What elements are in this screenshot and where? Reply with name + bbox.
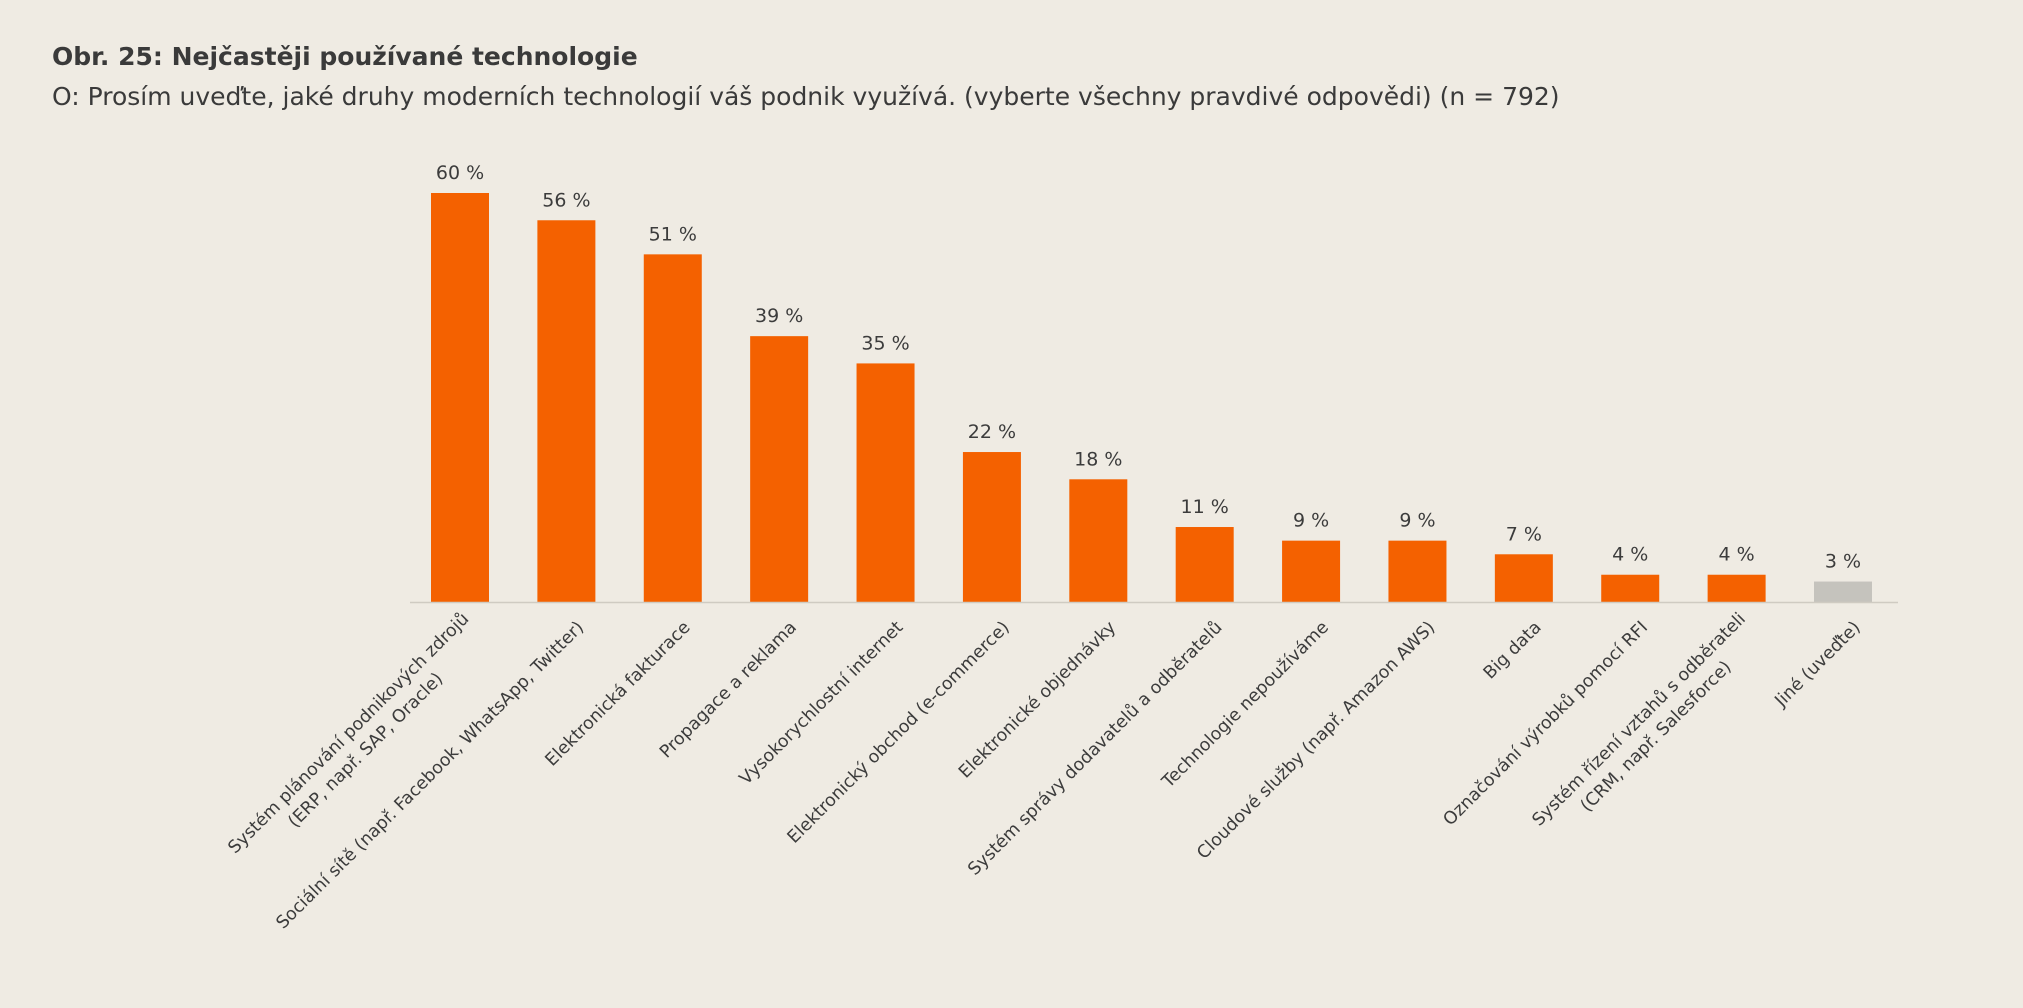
bar-2 — [537, 220, 596, 602]
value-labels-group: 60 % 56 % 51 % 39 % 35 % 22 % 18 % 11 % 9 % 9 % 7 … — [436, 162, 1861, 573]
category-label-1-line-2: (ERP, např. SAP, Oracle) — [285, 669, 448, 832]
bar-13 — [1707, 574, 1766, 602]
value-label-11: 7 % — [1506, 523, 1542, 545]
bar-8 — [1175, 527, 1234, 602]
category-label-1-line-1: Systém plánování podnikových zdrojů — [225, 609, 474, 858]
value-label-6: 22 % — [968, 421, 1016, 443]
category-label-9: Technologie nepoužíváme — [1158, 618, 1333, 793]
bar-12 — [1601, 574, 1660, 602]
bar-7 — [1069, 479, 1128, 602]
value-label-7: 18 % — [1074, 448, 1122, 470]
category-labels-group: Systém plánování podnikových zdrojů(ERP,… — [225, 609, 1865, 933]
value-label-1: 60 % — [436, 162, 484, 184]
bar-1 — [431, 193, 489, 602]
bar-3 — [643, 254, 702, 602]
category-label-11-line-1: Big data — [1480, 618, 1546, 684]
category-label-6: Elektronický obchod (e-commerce) — [784, 618, 1014, 848]
category-label-10: Cloudové služby (např. Amazon AWS) — [1193, 618, 1439, 864]
value-label-3: 51 % — [649, 223, 697, 245]
category-label-13: Systém řízení vztahů s odběrateli(CRM, n… — [1529, 609, 1750, 830]
category-label-14-line-1: Jiné (uveďte) — [1771, 618, 1865, 712]
category-label-6-line-1: Elektronický obchod (e-commerce) — [784, 618, 1014, 848]
chart-subtitle: O: Prosím uveďte, jaké druhy moderních t… — [52, 82, 1560, 111]
value-label-14: 3 % — [1825, 551, 1861, 573]
value-label-9: 9 % — [1293, 510, 1329, 532]
chart-title: Obr. 25: Nejčastěji používané technologi… — [52, 42, 638, 71]
category-label-10-line-1: Cloudové služby (např. Amazon AWS) — [1193, 618, 1439, 864]
value-label-12: 4 % — [1612, 544, 1648, 566]
bar-11 — [1494, 554, 1553, 602]
category-label-9-line-1: Technologie nepoužíváme — [1158, 618, 1333, 793]
bar-10 — [1388, 540, 1447, 602]
bar-4 — [750, 336, 809, 602]
bar-5 — [856, 363, 915, 602]
bar-9 — [1282, 540, 1341, 602]
bar-6 — [962, 452, 1021, 602]
value-label-2: 56 % — [542, 189, 590, 211]
value-label-13: 4 % — [1719, 544, 1755, 566]
value-label-8: 11 % — [1181, 496, 1229, 518]
bars-group — [431, 193, 1872, 602]
value-label-4: 39 % — [755, 305, 803, 327]
value-label-10: 9 % — [1399, 510, 1435, 532]
category-label-14: Jiné (uveďte) — [1771, 618, 1865, 712]
category-label-11: Big data — [1480, 618, 1546, 684]
value-label-5: 35 % — [861, 332, 909, 354]
bar-14 — [1814, 581, 1872, 602]
